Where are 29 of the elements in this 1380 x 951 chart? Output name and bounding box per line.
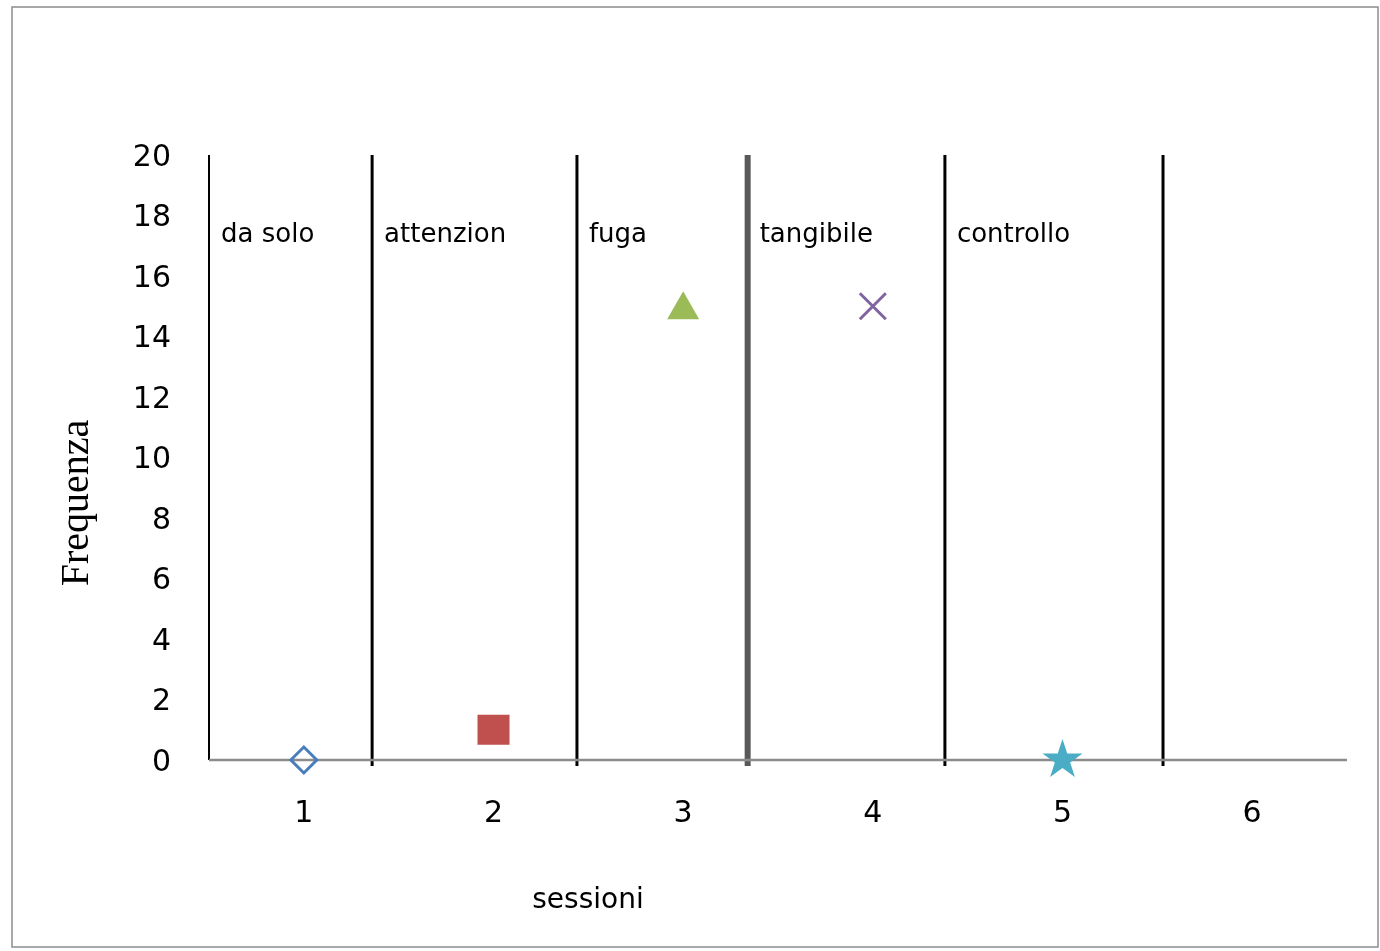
point (858, 291, 888, 321)
y-tick-label: 14 (132, 319, 171, 354)
x-tick-label: 3 (673, 794, 693, 829)
annotation: tangibile (759, 218, 873, 248)
x-tick-label: 6 (1242, 794, 1262, 829)
annotation: da solo (221, 218, 315, 248)
y-tick-label: 12 (132, 379, 171, 415)
x-tick-label: 4 (863, 794, 883, 829)
y-tick-label: 2 (151, 682, 171, 717)
annotation: controllo (956, 218, 1071, 248)
point (1042, 738, 1083, 778)
y-axis-title: Frequenza (52, 419, 97, 587)
point (477, 714, 510, 745)
y-tick-label: 8 (151, 500, 171, 536)
annotation: attenzion (384, 218, 507, 248)
y-tick-label: 10 (132, 440, 171, 475)
y-tick-label: 18 (132, 198, 171, 233)
x-tick-label: 2 (483, 794, 504, 829)
y-tick-label: 20 (132, 137, 171, 173)
y-tick-label: 0 (151, 742, 171, 778)
y-tick-label: 4 (151, 621, 171, 657)
y-tick-label: 16 (132, 258, 171, 294)
y-tick-label: 6 (151, 561, 171, 596)
x-axis-title: sessioni (532, 882, 644, 915)
point (289, 745, 319, 775)
x-tick-label: 5 (1052, 794, 1073, 829)
x-tick-label: 1 (294, 794, 314, 829)
point (667, 291, 700, 320)
annotation: fuga (588, 218, 648, 248)
